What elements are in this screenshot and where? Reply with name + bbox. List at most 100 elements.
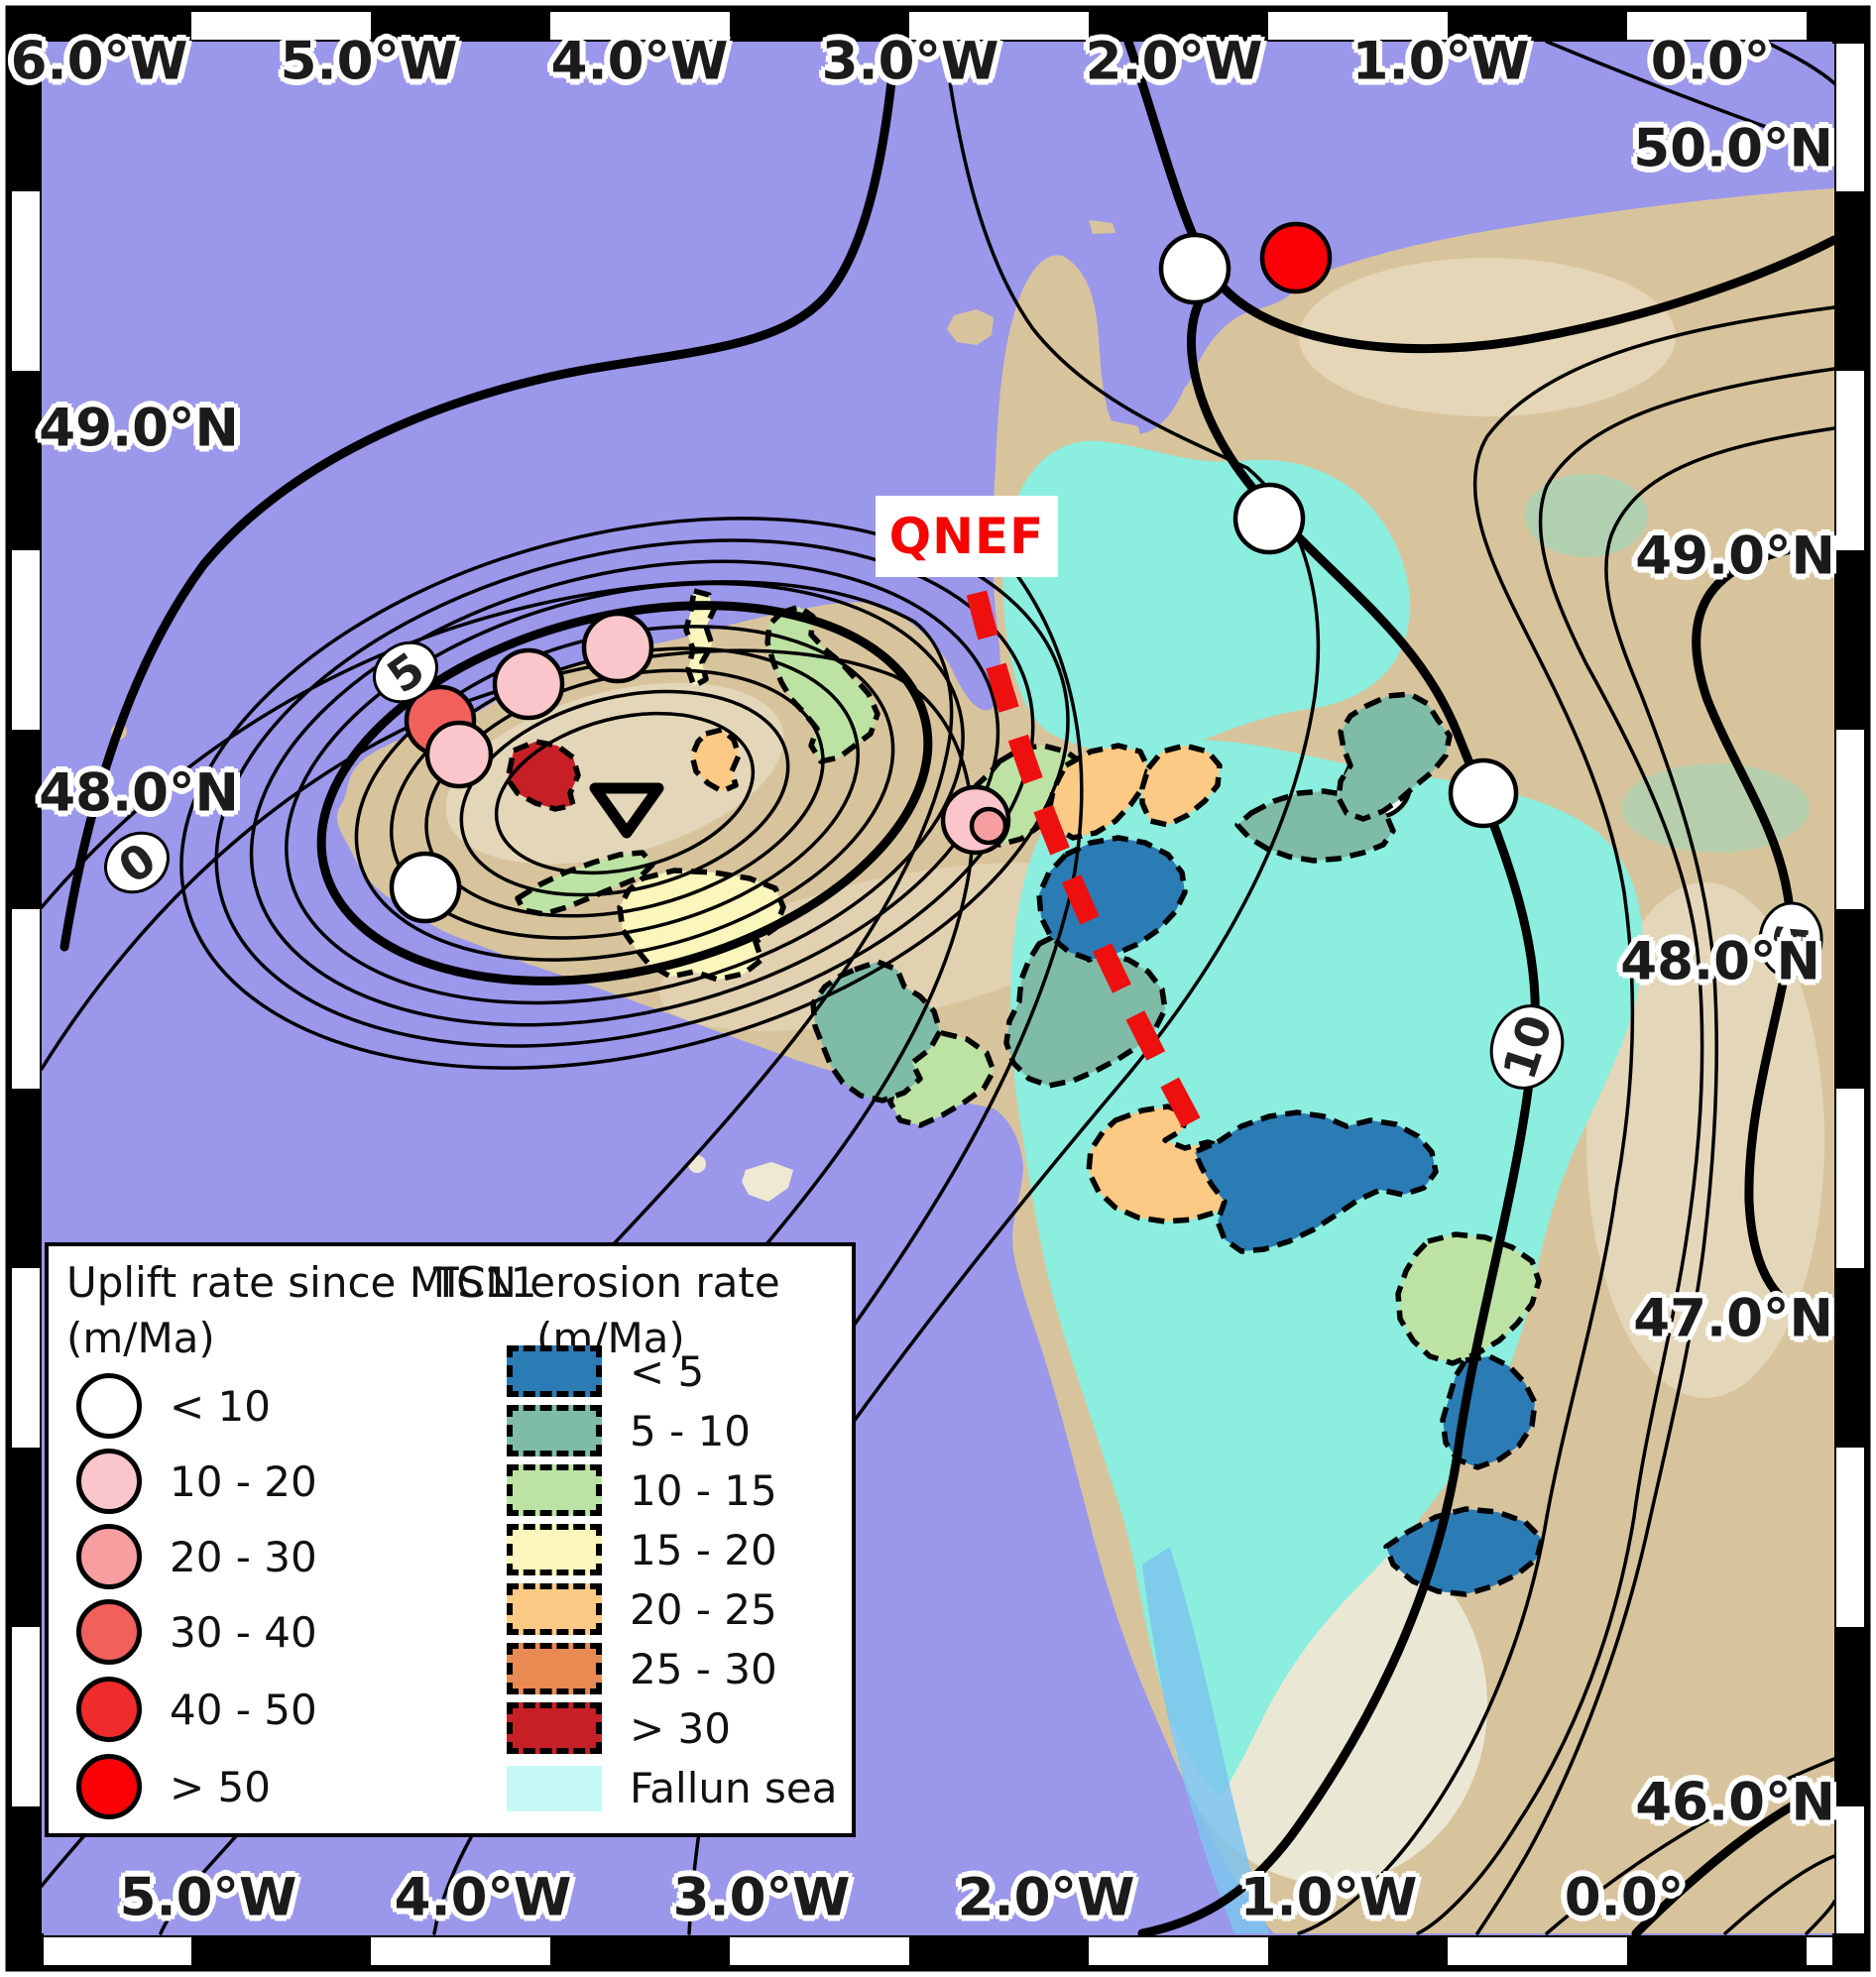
erosion-class-label: > 30 [630,1703,731,1753]
lon-label-bottom-0: 5.0°W [119,1867,297,1928]
legend-uplift-row: 10 - 20 [76,1449,317,1514]
svg-text:5: 5 [1762,922,1818,959]
land-texture [445,258,1824,1884]
legend-erosion-title: TCN erosion rate [433,1258,780,1307]
uplift-sites [389,221,1519,924]
legend-erosion-row: 5 - 10 [507,1405,751,1456]
island-small [688,1155,706,1173]
island-guernsey [947,309,994,345]
lon-label-bottom-3: 2.0°W [957,1867,1135,1928]
legend-erosion-row: 10 - 15 [507,1464,777,1516]
erosion-class-label: 15 - 20 [630,1525,777,1574]
erosion-class-label: 20 - 25 [630,1584,777,1634]
legend-fallun-row: Fallun sea [507,1764,837,1812]
fallun-label: Fallun sea [630,1764,838,1812]
uplift-site-circle [389,851,462,924]
uplift-class-swatch [76,1677,142,1742]
legend-uplift-row: 30 - 40 [76,1599,317,1665]
lat-label-right-3: 47.0°N [1633,1288,1833,1349]
frame-corner-br [1832,1933,1868,1969]
erosion-class-swatch [507,1405,602,1456]
uplift-class-label: 20 - 30 [170,1532,317,1581]
lon-label-bottom-4: 1.0°W [1239,1867,1418,1928]
uplift-site-circle [1448,757,1519,829]
triangle-marker [589,782,664,839]
frame-bottom [10,1935,1866,1967]
erosion-catchments [505,588,1545,1597]
legend-uplift-row: > 50 [76,1754,271,1819]
erosion-class-label: < 5 [630,1346,705,1396]
erosion-class-swatch [507,1643,602,1694]
legend-uplift-unit: (m/Ma) [66,1314,215,1362]
contour-label: 5 [373,640,438,704]
uplift-class-label: 30 - 40 [170,1607,317,1657]
outer-border [5,5,1871,1972]
lon-label-top-6: 0.0° [1650,31,1771,92]
erosion-class-swatch [507,1583,602,1635]
contour-label: 10 [1489,1004,1565,1090]
legend-uplift-title: Uplift rate since MIS11 [66,1258,537,1307]
uplift-site-circle [1232,482,1306,555]
frame-corner-tr [1832,8,1868,44]
legend-uplift-row: 40 - 50 [76,1677,317,1742]
island-alderney [1089,220,1115,234]
frame-corner-bl [8,1933,44,1969]
legend-uplift-row: 20 - 30 [76,1524,317,1589]
frame-top [10,10,1866,42]
uplift-site-circle [492,647,565,721]
lon-label-top-4: 2.0°W [1085,31,1263,92]
lon-label-top-0: 6.0°W [10,31,188,92]
uplift-site-circle [581,611,654,684]
lat-label-left-1: 48.0°N [39,762,239,824]
uplift-class-label: > 50 [170,1762,271,1811]
lat-label-right-4: 46.0°N [1635,1772,1835,1833]
lat-label-left-0: 49.0°N [39,398,239,459]
lon-label-bottom-1: 4.0°W [394,1867,572,1928]
legend-erosion-row: 15 - 20 [507,1524,777,1575]
contour-labels: 0 5 5 10 [104,640,1823,1090]
lon-label-top-5: 1.0°W [1351,31,1530,92]
contour-label: 5 [1758,901,1823,979]
erosion-class-swatch [507,1702,602,1754]
lon-label-top-2: 4.0°W [550,31,729,92]
uplift-class-swatch [76,1754,142,1819]
contour-label: 0 [104,831,170,894]
legend-erosion-row: 20 - 25 [507,1583,777,1635]
lon-label-bottom-5: 0.0° [1564,1867,1685,1928]
uplift-site-circle [1158,232,1231,305]
lat-label-right-0: 50.0°N [1633,118,1833,179]
uplift-class-label: 10 - 20 [170,1456,317,1506]
erosion-class-swatch [507,1345,602,1397]
fallun-swatch [507,1765,602,1811]
frame-right [1834,10,1866,1967]
erosion-class-swatch [507,1464,602,1516]
uplift-site-circle [969,806,1008,846]
legend-erosion-row: 25 - 30 [507,1643,777,1694]
legend-erosion-row: > 30 [507,1702,731,1754]
lon-label-bottom-2: 3.0°W [672,1867,851,1928]
island-belle-ile [742,1162,793,1202]
lon-label-top-1: 5.0°W [280,31,458,92]
frame-left [10,10,42,1967]
lon-label-top-3: 3.0°W [821,31,999,92]
legend-erosion-row: < 5 [507,1345,704,1397]
qnef-fault-line [966,590,1212,1147]
uplift-class-label: < 10 [170,1381,271,1431]
uplift-class-swatch [76,1449,142,1514]
uplift-class-swatch [76,1599,142,1665]
legend-uplift-row: < 10 [76,1373,271,1439]
fault-label: QNEF [876,496,1058,577]
lat-label-right-1: 49.0°N [1635,525,1835,587]
frame-corner-tl [8,8,44,44]
fallun-sea-region [1002,440,1643,1797]
erosion-class-label: 5 - 10 [630,1406,752,1455]
erosion-class-label: 10 - 15 [630,1465,777,1515]
estuary-strip [1142,1547,1269,1933]
uplift-class-label: 40 - 50 [170,1685,317,1734]
map-legend: Uplift rate since MIS11 (m/Ma) < 10 10 -… [45,1242,856,1837]
erosion-class-label: 25 - 30 [630,1644,777,1693]
uplift-class-swatch [76,1373,142,1439]
uplift-class-swatch [76,1524,142,1589]
lat-label-right-2: 48.0°N [1620,931,1820,992]
